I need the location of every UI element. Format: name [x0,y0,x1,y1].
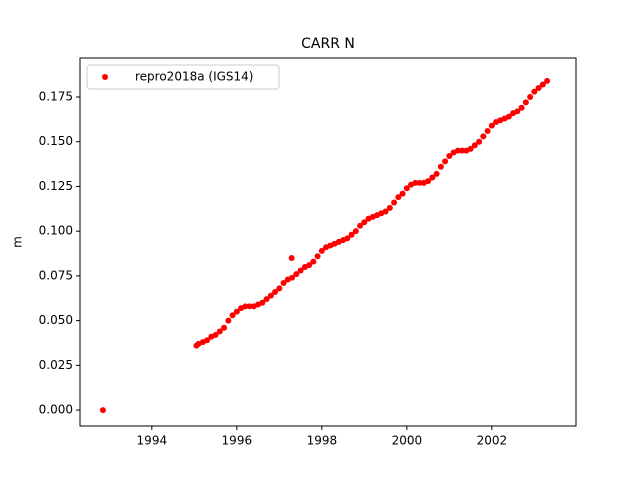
plot-frame [79,57,577,427]
data-point [429,174,436,181]
data-point [280,280,287,287]
data-point [318,247,325,254]
y-tick-label: 0.150 [39,134,73,148]
x-tick-label: 2000 [392,434,423,448]
data-point [272,289,279,296]
data-point [382,208,389,215]
data-point [204,337,211,344]
data-point [459,147,466,154]
data-point [297,267,304,274]
data-point [488,122,495,129]
data-point [225,317,232,324]
y-tick-label: 0.075 [39,268,73,282]
chart-title: CARR N [301,36,355,52]
data-point [416,179,423,186]
data-point [310,258,317,265]
data-point [484,127,491,134]
y-axis-label: m [11,236,25,248]
data-point [348,231,355,238]
data-point [293,271,300,278]
data-point [531,88,538,95]
data-point [446,153,453,160]
data-point [454,147,461,154]
data-point [276,285,283,292]
x-tick-label: 1998 [307,434,338,448]
x-tick-label: 1994 [137,434,168,448]
data-point [522,99,529,106]
data-point [306,262,313,269]
data-point [288,255,295,262]
data-point [480,133,487,140]
data-point [544,77,551,84]
data-point [527,94,534,101]
data-point [289,274,296,281]
data-point [437,163,444,170]
x-tick-label: 1996 [222,434,253,448]
y-tick-label: 0.175 [39,90,73,104]
data-point [221,324,228,331]
data-point [505,113,512,120]
data-point [391,199,398,206]
legend-label: repro2018a (IGS14) [135,70,253,84]
data-point [403,185,410,192]
x-tick-label: 2002 [477,434,508,448]
data-point [361,219,368,226]
data-point [518,104,525,111]
data-point [399,190,406,197]
data-point [433,170,440,177]
data-point [216,328,223,335]
y-tick-label: 0.125 [39,179,73,193]
data-point [442,158,449,165]
data-point [395,194,402,201]
y-tick-label: 0.000 [39,403,73,417]
data-point [467,145,474,152]
data-point [263,296,270,303]
data-point [535,85,542,92]
data-point [412,179,419,186]
data-point [314,253,321,260]
data-point [246,303,253,310]
data-point [425,178,432,185]
data-point [99,407,106,414]
data-point [229,312,236,319]
data-point [344,235,351,242]
data-point [352,228,359,235]
y-tick-label: 0.100 [39,224,73,238]
data-point [539,81,546,88]
data-point [259,299,266,306]
legend-marker [102,74,108,80]
y-tick-label: 0.050 [39,313,73,327]
data-point [386,204,393,211]
data-point [357,222,364,229]
data-point [233,308,240,315]
data-point [471,142,478,149]
data-point [212,331,219,338]
data-point [242,303,249,310]
data-point [267,292,274,299]
y-tick-label: 0.025 [39,358,73,372]
legend-box [86,64,280,90]
data-point [476,138,483,145]
data-point [514,108,521,115]
